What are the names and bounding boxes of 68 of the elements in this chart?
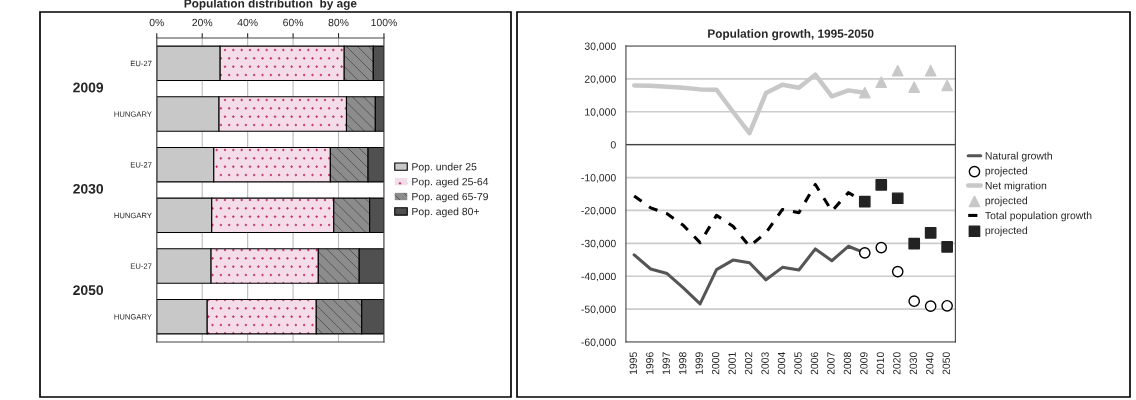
point	[891, 64, 904, 77]
point	[858, 86, 871, 99]
x-tick-label: 1996	[646, 352, 654, 375]
x-tick-label: 2003	[761, 352, 769, 375]
x-tick-label: 2050	[942, 352, 950, 375]
legend-label: Pop. aged 65-79	[412, 192, 488, 203]
x-tick-label: 0%	[149, 18, 164, 27]
y-tick-label: 10,000	[585, 108, 616, 117]
y-tick-label: -60,000	[581, 338, 616, 348]
x-tick-label: 2020	[893, 352, 901, 375]
point	[908, 237, 921, 250]
x-tick-label: 1999	[695, 352, 703, 375]
point	[891, 192, 904, 205]
x-tick-label: 20%	[192, 18, 213, 27]
legend-label: Natural growth	[985, 151, 1052, 162]
y-tick-label: -50,000	[581, 305, 616, 315]
x-tick-label: 2002	[744, 352, 753, 375]
point	[875, 178, 888, 191]
y-tick-label: 0	[610, 141, 616, 149]
legend-label: Pop. aged 25-64	[412, 177, 489, 188]
legend-label: projected	[985, 196, 1028, 207]
legend-label: projected	[985, 226, 1028, 237]
x-tick-label: 2000	[711, 352, 720, 375]
x-tick-label: 1997	[662, 352, 670, 375]
y-tick-label: -30,000	[581, 239, 616, 249]
x-tick-label: 60%	[283, 18, 304, 27]
x-tick-label: 2004	[777, 352, 786, 375]
y-tick-label: -10,000	[581, 174, 616, 183]
legend-label: Net migration	[985, 181, 1047, 192]
x-tick-label: 80%	[328, 18, 349, 27]
point	[908, 295, 921, 308]
legend-label: Total population growth	[985, 211, 1092, 222]
legend-label: Pop. aged 80+	[412, 207, 479, 218]
y-tick-label: 20,000	[584, 75, 616, 84]
point	[858, 247, 871, 259]
point	[924, 226, 937, 239]
x-tick-label: 1998	[679, 352, 687, 375]
x-tick-label: 100%	[371, 18, 397, 27]
x-tick-label: 2010	[876, 352, 885, 375]
x-tick-label: 2008	[843, 352, 852, 375]
point	[941, 241, 953, 253]
x-tick-label: 40%	[237, 18, 258, 27]
point	[924, 300, 937, 312]
point	[858, 195, 871, 208]
x-tick-label: 1995	[629, 352, 637, 375]
y-tick-label: -20,000	[581, 206, 616, 216]
point	[941, 299, 953, 312]
point	[908, 81, 921, 93]
point	[891, 265, 904, 278]
x-tick-label: 2006	[810, 352, 819, 375]
y-tick-label: -40,000	[581, 272, 616, 282]
x-tick-label: 2001	[728, 352, 736, 375]
x-tick-label: 2005	[794, 352, 802, 375]
chart-title: Population growth, 1995-2050	[708, 29, 874, 41]
x-tick-label: 2009	[860, 352, 868, 375]
x-tick-label: 2040	[926, 352, 934, 375]
legend-label: projected	[985, 166, 1028, 177]
text: 2030	[73, 183, 104, 194]
text: 2050	[73, 285, 104, 296]
x-tick-label: 2007	[827, 352, 835, 375]
point	[941, 79, 953, 92]
legend-label: Pop. under 25	[412, 162, 477, 173]
point	[875, 241, 888, 254]
point	[875, 76, 888, 89]
text: 2009	[73, 82, 104, 93]
x-tick-label: 2030	[909, 352, 917, 375]
point	[924, 64, 937, 77]
y-tick-label: 30,000	[584, 42, 616, 52]
